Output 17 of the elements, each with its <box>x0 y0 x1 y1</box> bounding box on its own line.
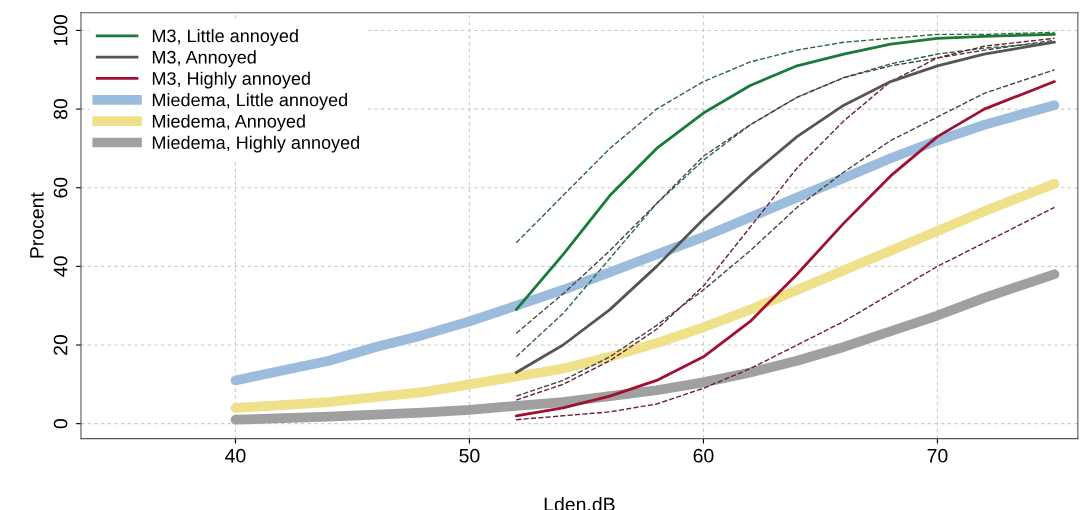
legend-label: M3, Highly annoyed <box>152 71 310 89</box>
x-tick-label: 50 <box>459 448 480 463</box>
legend-label: M3, Little annoyed <box>152 29 298 46</box>
y-tick-label: 0 <box>53 419 68 429</box>
y-tick-label: 20 <box>53 334 68 355</box>
y-tick-label: 60 <box>53 177 68 198</box>
x-tick-label: 70 <box>927 448 948 463</box>
legend-label: Miedema, Annoyed <box>152 114 305 132</box>
y-tick-label: 80 <box>53 99 68 120</box>
y-tick-label: 100 <box>53 14 68 46</box>
y-tick-label: 40 <box>53 256 68 277</box>
y-axis-title: Procent <box>30 192 44 258</box>
legend-label: Miedema, Highly annoyed <box>152 135 360 153</box>
legend-label: Miedema, Little annoyed <box>152 93 347 110</box>
x-tick-label: 60 <box>693 448 714 463</box>
legend-label: M3, Annoyed <box>152 50 256 68</box>
x-tick-label: 40 <box>225 448 246 463</box>
